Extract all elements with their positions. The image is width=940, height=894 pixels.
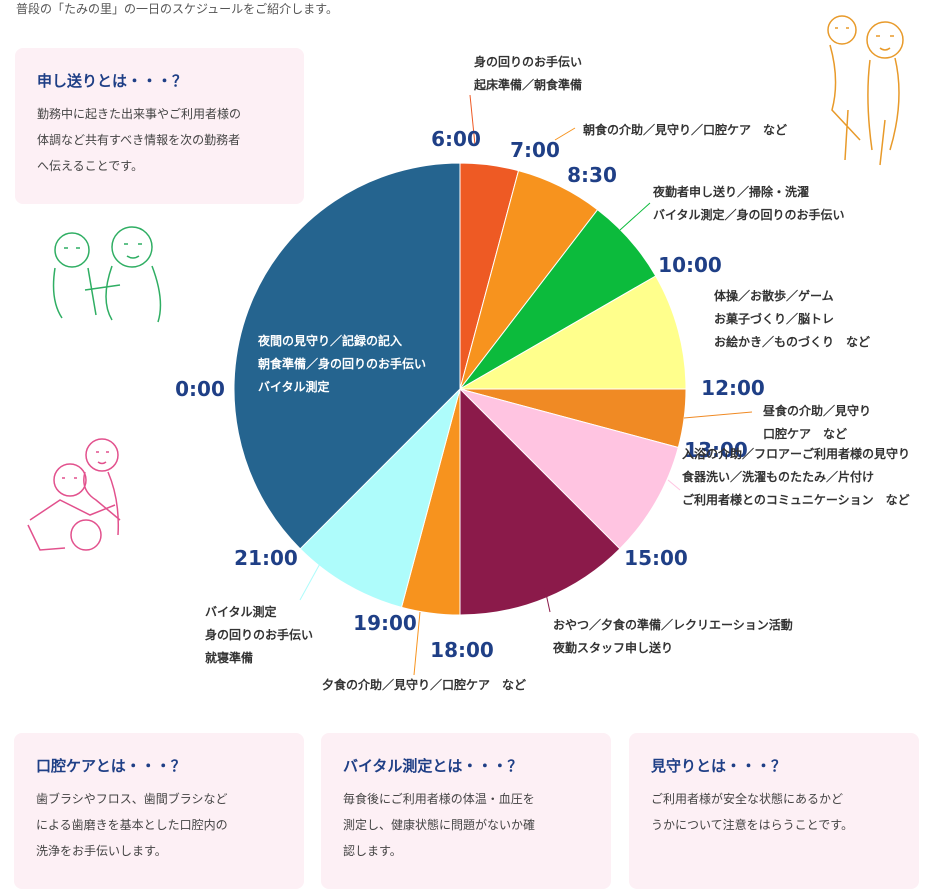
activity-label: 朝食の介助／見守り／口腔ケア など (583, 122, 787, 137)
leader-line (469, 94, 476, 146)
time-label: 19:00 (353, 611, 417, 635)
activity-label: 昼食の介助／見守り口腔ケア など (762, 403, 871, 441)
leader-line (554, 127, 576, 141)
leader-line (299, 559, 323, 601)
pie-slice (233, 162, 461, 550)
leader-line (413, 611, 421, 676)
activity-label: 体操／お散歩／ゲームお菓子づくり／脳トレお絵かき／ものづくり など (714, 288, 870, 349)
time-label: 15:00 (624, 546, 688, 570)
card-body: 毎食後にご利用者様の体温・血圧を 測定し、健康状態に問題がないか確 認します。 (343, 792, 536, 858)
leader-line (667, 479, 681, 491)
card-title: バイタル測定とは・・・？ (343, 757, 523, 775)
card-vital: バイタル測定とは・・・？ 毎食後にご利用者様の体温・血圧を 測定し、健康状態に問… (321, 733, 611, 889)
activity-label: バイタル測定身の回りのお手伝い就寝準備 (205, 604, 313, 665)
pie-slice (299, 387, 461, 608)
time-label: 12:00 (701, 376, 765, 400)
card-title: 見守りとは・・・？ (651, 757, 787, 775)
card-moushiokuri: 申し送りとは・・・？ 勤務中に起きた出来事やご利用者様の 体調など共有すべき情報… (15, 48, 304, 204)
caregiver-illustration-green (52, 226, 162, 323)
caregiver-illustration-orange (827, 15, 904, 166)
card-body: 勤務中に起きた出来事やご利用者様の 体調など共有すべき情報を次の勤務者 へ伝える… (37, 107, 242, 173)
time-label: 18:00 (430, 638, 494, 662)
card-title: 申し送りとは・・・？ (37, 72, 188, 90)
pie-slice (458, 388, 679, 550)
activity-label: 入浴の介助／フロアーご利用者様の見守り食器洗い／洗濯ものたたみ／片付けご利用者様… (681, 446, 910, 507)
leader-line (541, 574, 551, 613)
card-body: ご利用者様が安全な状態にあるかど うかについて注意をはらうことです。 (651, 792, 854, 832)
leader-line (683, 411, 753, 419)
time-label: 10:00 (658, 253, 722, 277)
card-koukou: 口腔ケアとは・・・？ 歯ブラシやフロス、歯間ブラシなど による歯磨きを基本とした… (14, 733, 304, 889)
activity-label: 夜勤者申し送り／掃除・洗濯バイタル測定／身の回りのお手伝い (652, 184, 845, 222)
time-label: 13:00 (684, 438, 748, 462)
leader-line (619, 202, 651, 231)
intro-text: 普段の「たみの里」の一日のスケジュールをご紹介します。 (16, 2, 338, 16)
time-label: 8:30 (567, 163, 617, 187)
activity-label: 夜間の見守り／記録の記入朝食準備／身の回りのお手伝いバイタル測定 (257, 333, 426, 394)
time-label: 21:00 (234, 546, 298, 570)
caregiver-illustration-pink (27, 438, 121, 551)
activity-label: 身の回りのお手伝い起床準備／朝食準備 (473, 54, 582, 92)
card-mimamori: 見守りとは・・・？ ご利用者様が安全な状態にあるかど うかについて注意をはらうこ… (629, 733, 919, 889)
card-body: 歯ブラシやフロス、歯間ブラシなど による歯磨きを基本とした口腔内の 洗浄をお手伝… (36, 792, 228, 858)
time-label: 7:00 (510, 138, 560, 162)
time-label-midnight: 0:00 (175, 377, 225, 401)
activity-label: おやつ／夕食の準備／レクリエーション活動夜勤スタッフ申し送り (552, 617, 793, 655)
pie-slice (458, 275, 687, 390)
activity-label: 夕食の介助／見守り／口腔ケア など (322, 677, 526, 692)
time-label: 6:00 (431, 127, 481, 151)
card-title: 口腔ケアとは・・・？ (36, 757, 186, 775)
